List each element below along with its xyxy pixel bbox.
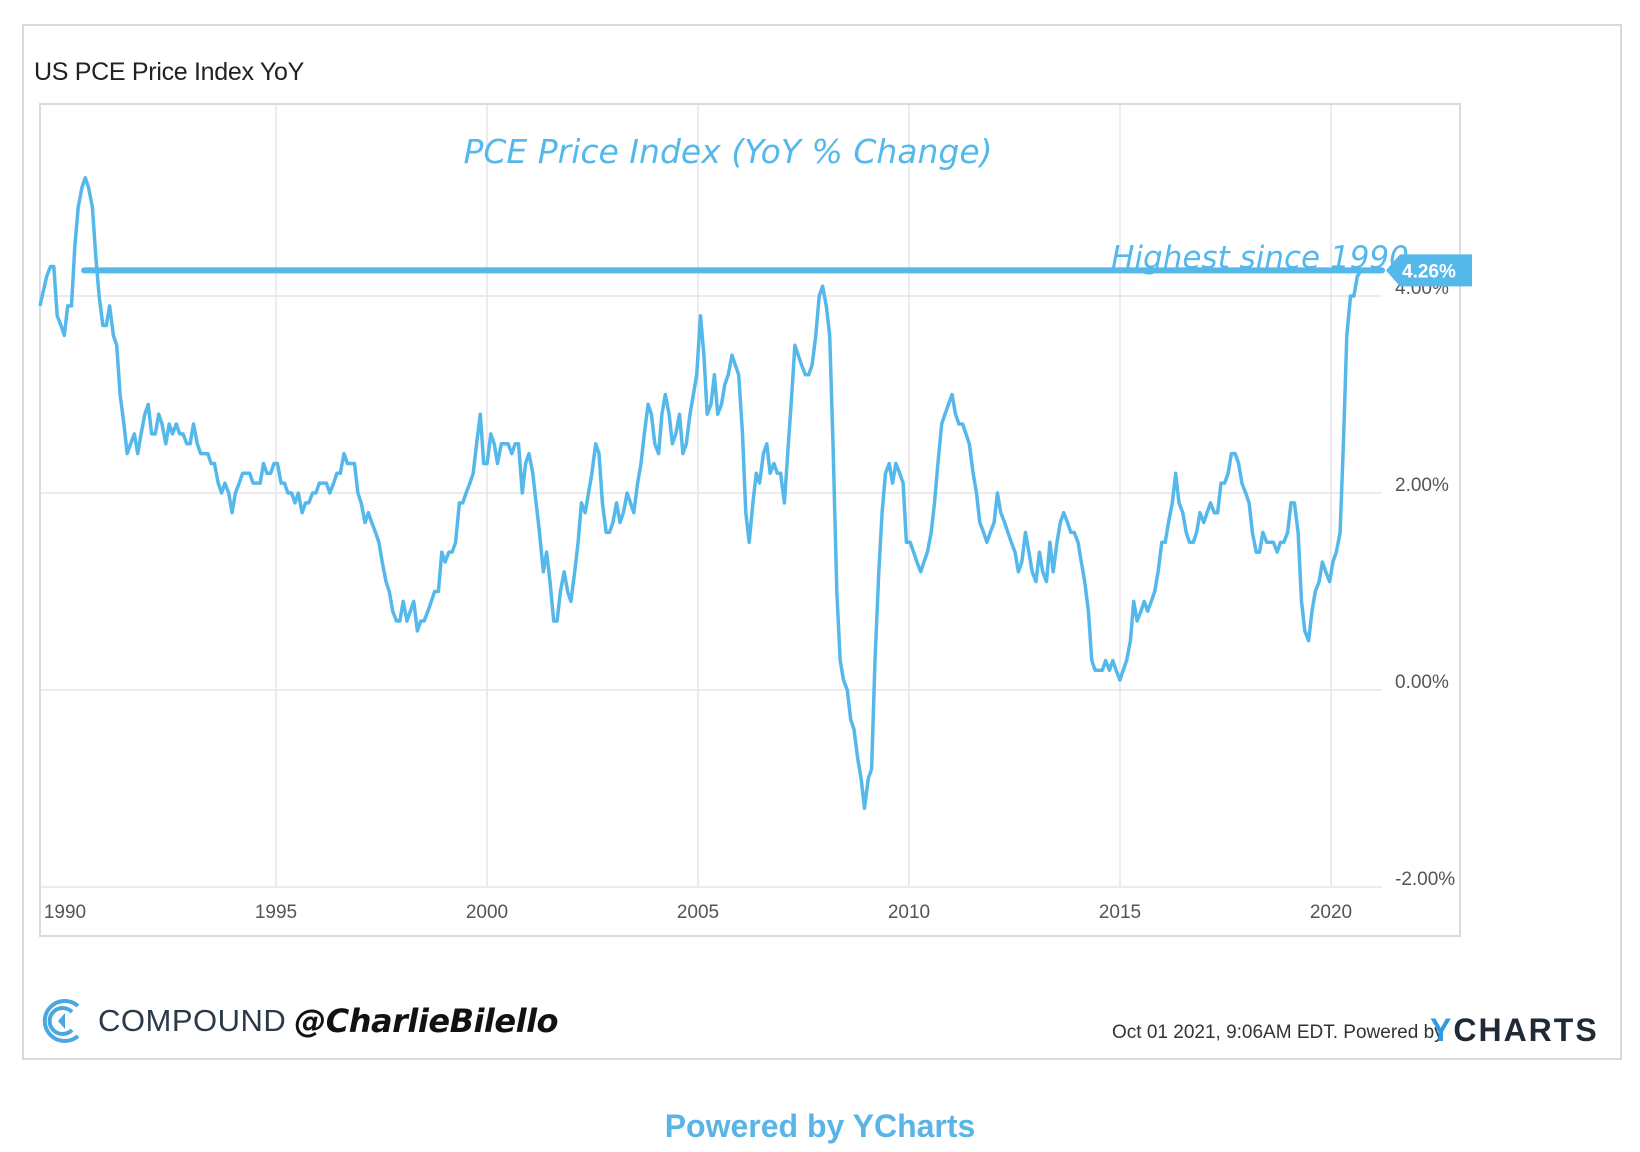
x-tick-label-2015: 2015 [1099,902,1141,923]
plot-border [39,103,1461,937]
ycharts-logo-rest: CHARTS [1453,1012,1599,1048]
footer-brand: COMPOUND [98,1003,287,1038]
powered-by-ycharts-link[interactable]: Powered by YCharts [664,1108,976,1144]
x-tick-label-2010: 2010 [888,902,930,923]
series-line-pce [38,176,1363,810]
current-value-tag-shape [1386,254,1472,287]
y-axis: 4.00%2.00%0.00%-2.00% [1395,278,1455,890]
y-tick-label--2.00%: -2.00% [1395,869,1455,890]
current-value-label: 4.26% [1402,261,1456,282]
x-tick-label-1995: 1995 [255,902,297,923]
timestamp-text: Oct 01 2021, 9:06AM EDT. [1112,1022,1339,1043]
x-tick-label-2000: 2000 [466,902,508,923]
y-tick-label-0.00%: 0.00% [1395,672,1449,693]
chart-title: US PCE Price Index YoY [34,58,304,86]
current-value-tag: 4.26% [1386,254,1472,287]
y-tick-label-2.00%: 2.00% [1395,475,1449,496]
x-tick-label-2020: 2020 [1310,902,1352,923]
powered-by-prefix: Powered by [1343,1022,1444,1043]
x-tick-label-2005: 2005 [677,902,719,923]
footer-timestamp: Oct 01 2021, 9:06AM EDT. Powered by [1112,1022,1444,1044]
footer-handle: @CharlieBilello [294,1002,559,1040]
ycharts-logo: YCHARTS [1430,1012,1599,1049]
footer-logo: COMPOUND @CharlieBilello [38,996,559,1046]
x-tick-label-1990: 1990 [44,902,86,923]
ycharts-logo-y: Y [1430,1012,1454,1048]
compound-logo-icon [42,999,80,1043]
grid-layer [40,104,1382,888]
annotation-title: PCE Price Index (YoY % Change) [463,132,992,171]
x-axis: 1990 1995 2000 2005 2010 2015 2020 [44,902,1352,923]
chart-svg: 1990 1995 2000 2005 2010 2015 2020 4.00%2.00%0… [38,103,1472,937]
